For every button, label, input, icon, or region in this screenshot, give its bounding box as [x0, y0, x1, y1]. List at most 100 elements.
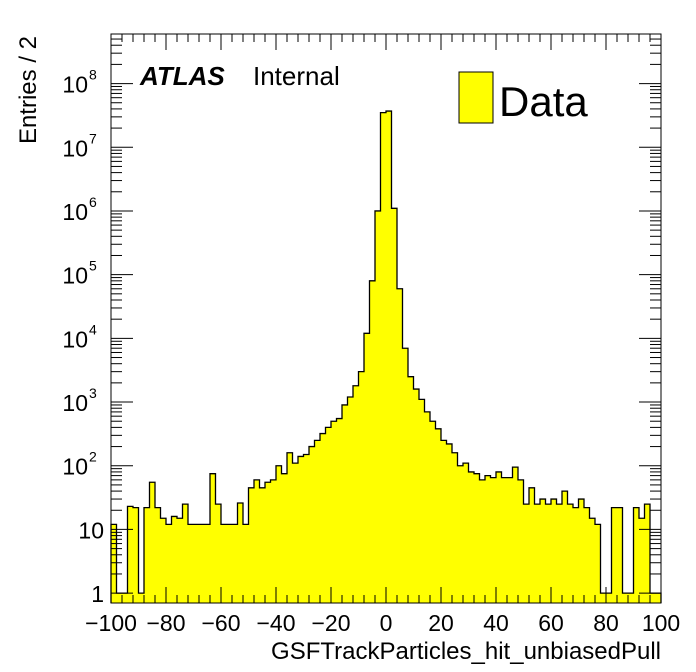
histogram-bar	[419, 399, 425, 603]
histogram-bar	[606, 593, 612, 603]
histogram-bar	[435, 428, 441, 603]
histogram-bar	[353, 385, 359, 603]
histogram-bar	[380, 112, 386, 603]
histogram-bar	[320, 433, 326, 603]
histogram-bar	[507, 477, 513, 603]
histogram-bar	[650, 593, 656, 603]
histogram-bar	[270, 479, 276, 603]
histogram-bar	[463, 463, 469, 603]
atlas-label: ATLAS	[139, 61, 225, 91]
histogram-bar	[226, 524, 232, 603]
histogram-bar	[518, 479, 524, 603]
histogram-bar	[501, 477, 507, 603]
histogram-bar	[237, 503, 243, 603]
histogram-bar	[122, 593, 128, 603]
y-tick-label: 10	[62, 263, 88, 289]
histogram-bar	[243, 524, 249, 603]
histogram-bar	[441, 440, 447, 603]
histogram-bar	[287, 452, 293, 603]
histogram-bar	[512, 467, 518, 603]
histogram-bar	[397, 288, 403, 603]
histogram-bar	[413, 389, 419, 603]
x-tick-label: −20	[311, 610, 350, 636]
histogram-bar	[611, 507, 617, 603]
histogram-bar	[138, 593, 144, 603]
histogram-bar	[424, 411, 430, 603]
y-tick-label: 10	[62, 326, 88, 352]
histogram-bar	[490, 477, 496, 603]
histogram-bar	[523, 504, 529, 603]
histogram-bar	[292, 463, 298, 603]
histogram-bar	[358, 371, 364, 603]
histogram-bar	[149, 482, 155, 603]
y-axis-title: Entries / 2	[15, 36, 42, 144]
y-axis-ticks	[111, 33, 661, 594]
histogram-bar	[259, 487, 265, 603]
histogram-bar	[193, 524, 199, 603]
histogram-bar	[276, 465, 282, 603]
histogram-bar	[364, 333, 370, 603]
histogram-bar	[545, 504, 551, 603]
histogram-bar	[254, 479, 260, 603]
histogram-bar	[204, 524, 210, 603]
histogram-bar	[210, 473, 216, 603]
histogram-bar	[485, 475, 491, 603]
x-tick-label: 0	[380, 610, 393, 636]
histogram-bar	[446, 443, 452, 603]
histogram-bar	[573, 507, 579, 603]
histogram-bar	[232, 524, 238, 603]
x-axis-title: GSFTrackParticles_hit_unbiasedPull	[271, 638, 661, 665]
histogram-bar	[265, 482, 271, 603]
y-tick-exponent: 3	[89, 385, 97, 401]
histogram-bar	[628, 593, 634, 603]
histogram-bar	[562, 491, 568, 603]
histogram-bar	[347, 397, 353, 603]
y-tick-label: 10	[62, 135, 88, 161]
histogram-bar	[529, 487, 535, 603]
y-tick-label: 10	[62, 390, 88, 416]
histogram-bar	[589, 518, 595, 603]
histogram-bar	[199, 524, 205, 603]
histogram-bar	[182, 504, 188, 603]
histogram-bar	[644, 504, 650, 603]
y-tick-label: 10	[62, 454, 88, 480]
histogram-bar	[430, 421, 436, 603]
histogram-bar	[298, 456, 304, 603]
histogram-bar	[633, 507, 639, 603]
histogram-bar	[567, 504, 573, 603]
histogram-bar	[303, 454, 309, 603]
histogram-bar	[166, 524, 172, 603]
x-tick-label: 20	[428, 610, 454, 636]
histogram-bar	[215, 504, 221, 603]
histogram-bar	[556, 504, 562, 603]
atlas-status: Internal	[253, 61, 340, 91]
histogram-bar	[534, 504, 540, 603]
histogram-bar	[309, 446, 315, 603]
y-tick-exponent: 7	[89, 130, 97, 146]
histogram-bar	[155, 507, 161, 603]
histogram-bar	[369, 280, 375, 603]
histogram-bar	[144, 507, 150, 603]
histogram-bar	[468, 471, 474, 603]
x-axis-tick-labels: −100 −80 −60 −40 −20 0 20 40 60 80 100	[85, 610, 680, 636]
histogram-bar	[655, 593, 661, 603]
histogram-bar	[540, 499, 546, 603]
y-tick-label: 10	[62, 199, 88, 225]
histogram-bar	[551, 499, 557, 603]
histogram-bar	[325, 427, 331, 603]
histogram-bar	[281, 473, 287, 603]
x-tick-label: −40	[256, 610, 295, 636]
histogram-bar	[248, 487, 254, 603]
histogram-bar	[617, 507, 623, 603]
histogram-bar	[127, 506, 133, 603]
legend-label-data: Data	[499, 78, 588, 125]
y-tick-exponent: 2	[89, 449, 97, 465]
histogram-bar	[479, 479, 485, 603]
x-tick-label: 40	[483, 610, 509, 636]
y-tick-label: 10	[62, 72, 88, 98]
histogram-bar	[386, 111, 392, 604]
histogram-bar	[133, 507, 139, 603]
histogram-bar	[600, 593, 606, 603]
